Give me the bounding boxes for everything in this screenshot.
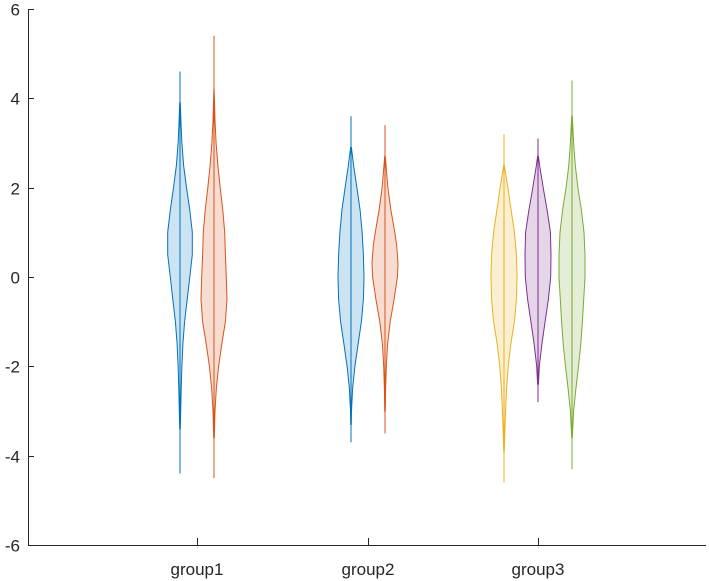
violin-body <box>200 88 228 439</box>
violin-body <box>167 102 193 430</box>
violin-group3 <box>558 80 586 470</box>
y-tick-label: 0 <box>11 269 20 288</box>
violin-group1 <box>200 35 228 478</box>
y-tick-label: 6 <box>11 1 20 20</box>
violin-group2 <box>371 125 399 434</box>
violin-group3 <box>490 134 518 483</box>
violin-body <box>490 164 518 452</box>
violin-group1 <box>167 71 193 474</box>
axis-ticks: -6 -4 -2 0 2 4 6 group1 group2 group3 <box>5 1 565 580</box>
y-tick-label: 2 <box>11 180 20 199</box>
y-tick-label: -2 <box>5 358 20 377</box>
violin-group2 <box>337 116 365 443</box>
violins <box>167 35 586 483</box>
y-tick-label: 4 <box>11 90 20 109</box>
violin-body <box>371 155 399 412</box>
y-tick-label: -6 <box>5 537 20 556</box>
violin-body <box>558 115 586 439</box>
violin-body <box>337 147 365 425</box>
x-tick-label-group3: group3 <box>512 560 565 579</box>
violin-body <box>524 155 552 385</box>
y-tick-label: -4 <box>5 448 20 467</box>
violin-group3 <box>524 138 552 403</box>
x-tick-label-group2: group2 <box>342 560 395 579</box>
x-tick-label-group1: group1 <box>171 560 224 579</box>
